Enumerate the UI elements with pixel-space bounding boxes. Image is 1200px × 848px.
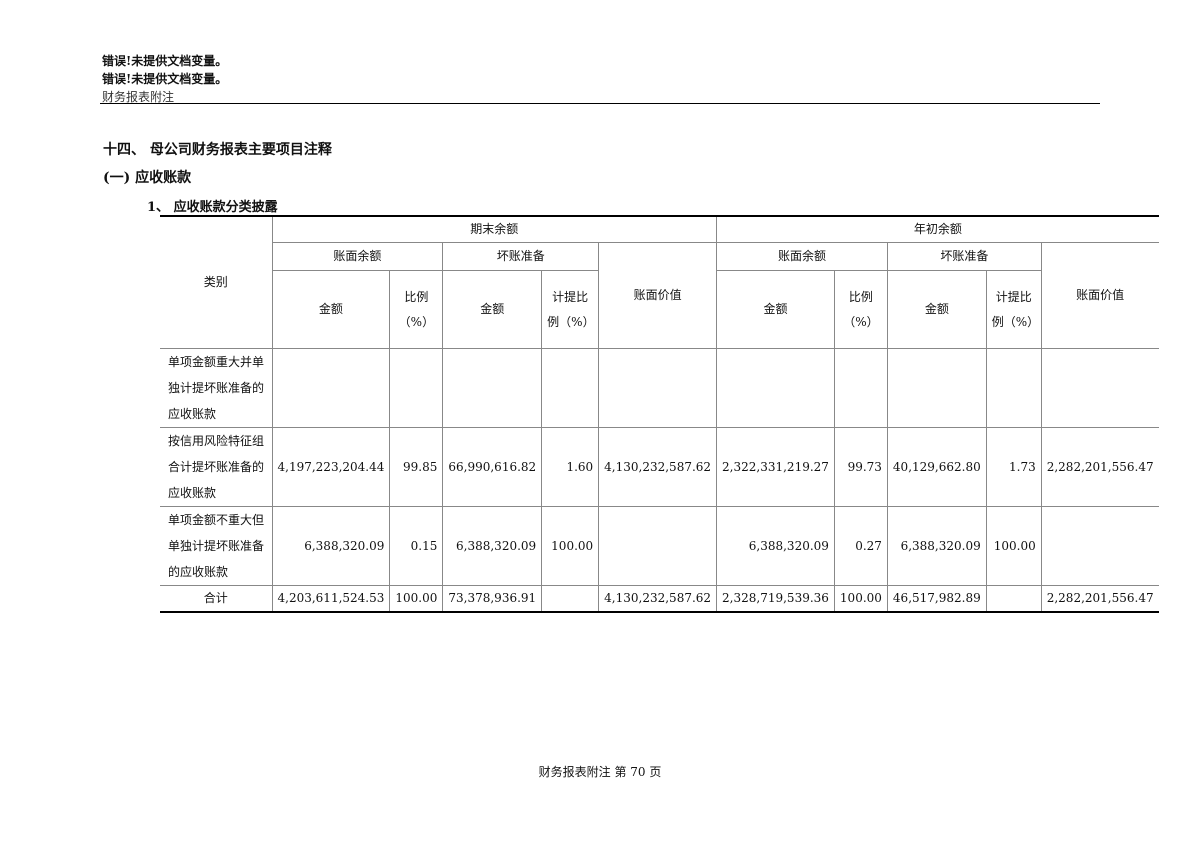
cell-value xyxy=(985,348,1042,428)
receivables-table: 类别 期末余额 年初余额 账面余额 坏账准备 账面价值 账面余额 坏账准备 账面… xyxy=(160,215,1159,613)
cell-value xyxy=(886,348,987,428)
ratio-header: 比例（%） xyxy=(833,270,888,349)
table-heading: 1、 应收账款分类披露 xyxy=(147,200,278,215)
cell-value: 66,990,616.82 xyxy=(442,427,543,507)
table-row: 按信用风险特征组合计提坏账准备的应收账款 4,197,223,204.44 99.8… xyxy=(160,427,1159,507)
cell-value xyxy=(598,348,718,428)
table-row: 单项金额重大并单独计提坏账准备的应收账款 xyxy=(160,348,1159,428)
period-start-header: 年初余额 xyxy=(716,216,1159,243)
cell-value: 1.60 xyxy=(541,427,600,507)
cell-value xyxy=(1040,348,1159,428)
header-rule xyxy=(100,103,1100,104)
ratio-header: 比例（%） xyxy=(389,270,444,349)
cell-value: 6,388,320.09 xyxy=(271,506,391,586)
total-row: 合计 4,203,611,524.53 100.00 73,378,936.91 4,1… xyxy=(160,585,1159,613)
cell-value xyxy=(598,506,718,586)
row-category: 按信用风险特征组合计提坏账准备的应收账款 xyxy=(160,427,273,507)
cell-value: 0.15 xyxy=(389,506,444,586)
cell-value: 99.73 xyxy=(833,427,888,507)
cell-value: 2,328,719,539.36 xyxy=(716,585,835,613)
cell-value: 46,517,982.89 xyxy=(886,585,987,613)
book-balance-header: 账面余额 xyxy=(716,242,888,271)
subsection-heading: (一) 应收账款 xyxy=(103,170,192,186)
cell-value xyxy=(389,348,444,428)
accrual-ratio-header: 计提比例（%） xyxy=(985,270,1042,349)
cell-value: 4,130,232,587.62 xyxy=(598,427,718,507)
header-error-line-1: 错误!未提供文档变量。 xyxy=(102,54,228,68)
amount-header: 金额 xyxy=(272,270,391,349)
amount-header: 金额 xyxy=(442,270,543,349)
category-header: 类别 xyxy=(160,216,273,349)
cell-value: 100.00 xyxy=(389,585,444,613)
cell-value: 6,388,320.09 xyxy=(716,506,835,586)
cell-value xyxy=(442,348,543,428)
cell-value: 73,378,936.91 xyxy=(442,585,543,613)
header-title: 财务报表附注 xyxy=(102,90,175,104)
cell-value: 4,203,611,524.53 xyxy=(271,585,391,613)
cell-value xyxy=(985,585,1042,613)
bad-debt-header: 坏账准备 xyxy=(442,242,600,271)
cell-value: 1.73 xyxy=(985,427,1042,507)
book-balance-header: 账面余额 xyxy=(272,242,444,271)
row-category: 单项金额不重大但单独计提坏账准备的应收账款 xyxy=(160,506,273,586)
period-end-header: 期末余额 xyxy=(271,216,718,243)
cell-value: 0.27 xyxy=(833,506,888,586)
cell-value: 100.00 xyxy=(985,506,1042,586)
cell-value xyxy=(541,585,600,613)
cell-value xyxy=(271,348,391,428)
cell-value: 100.00 xyxy=(833,585,888,613)
amount-header: 金额 xyxy=(886,270,987,349)
row-category: 单项金额重大并单独计提坏账准备的应收账款 xyxy=(160,348,273,428)
bad-debt-header: 坏账准备 xyxy=(886,242,1042,271)
cell-value xyxy=(833,348,888,428)
row-category: 合计 xyxy=(160,585,273,613)
cell-value: 2,282,201,556.47 xyxy=(1040,585,1159,613)
header-error-line-2: 错误!未提供文档变量。 xyxy=(102,72,228,86)
book-value-header: 账面价值 xyxy=(598,242,718,349)
cell-value: 100.00 xyxy=(541,506,600,586)
cell-value: 99.85 xyxy=(389,427,444,507)
cell-value xyxy=(716,348,835,428)
cell-value xyxy=(1040,506,1159,586)
cell-value: 4,130,232,587.62 xyxy=(598,585,718,613)
accrual-ratio-header: 计提比例（%） xyxy=(541,270,600,349)
cell-value: 2,322,331,219.27 xyxy=(716,427,835,507)
cell-value: 4,197,223,204.44 xyxy=(271,427,391,507)
amount-header: 金额 xyxy=(716,270,835,349)
cell-value: 2,282,201,556.47 xyxy=(1040,427,1159,507)
page-footer: 财务报表附注 第 70 页 xyxy=(538,765,662,779)
cell-value: 40,129,662.80 xyxy=(886,427,987,507)
cell-value: 6,388,320.09 xyxy=(886,506,987,586)
table-row: 单项金额不重大但单独计提坏账准备的应收账款 6,388,320.09 0.15 6,3… xyxy=(160,506,1159,586)
book-value-header: 账面价值 xyxy=(1040,242,1159,349)
cell-value: 6,388,320.09 xyxy=(442,506,543,586)
section-heading: 十四、 母公司财务报表主要项目注释 xyxy=(103,142,332,158)
cell-value xyxy=(541,348,600,428)
